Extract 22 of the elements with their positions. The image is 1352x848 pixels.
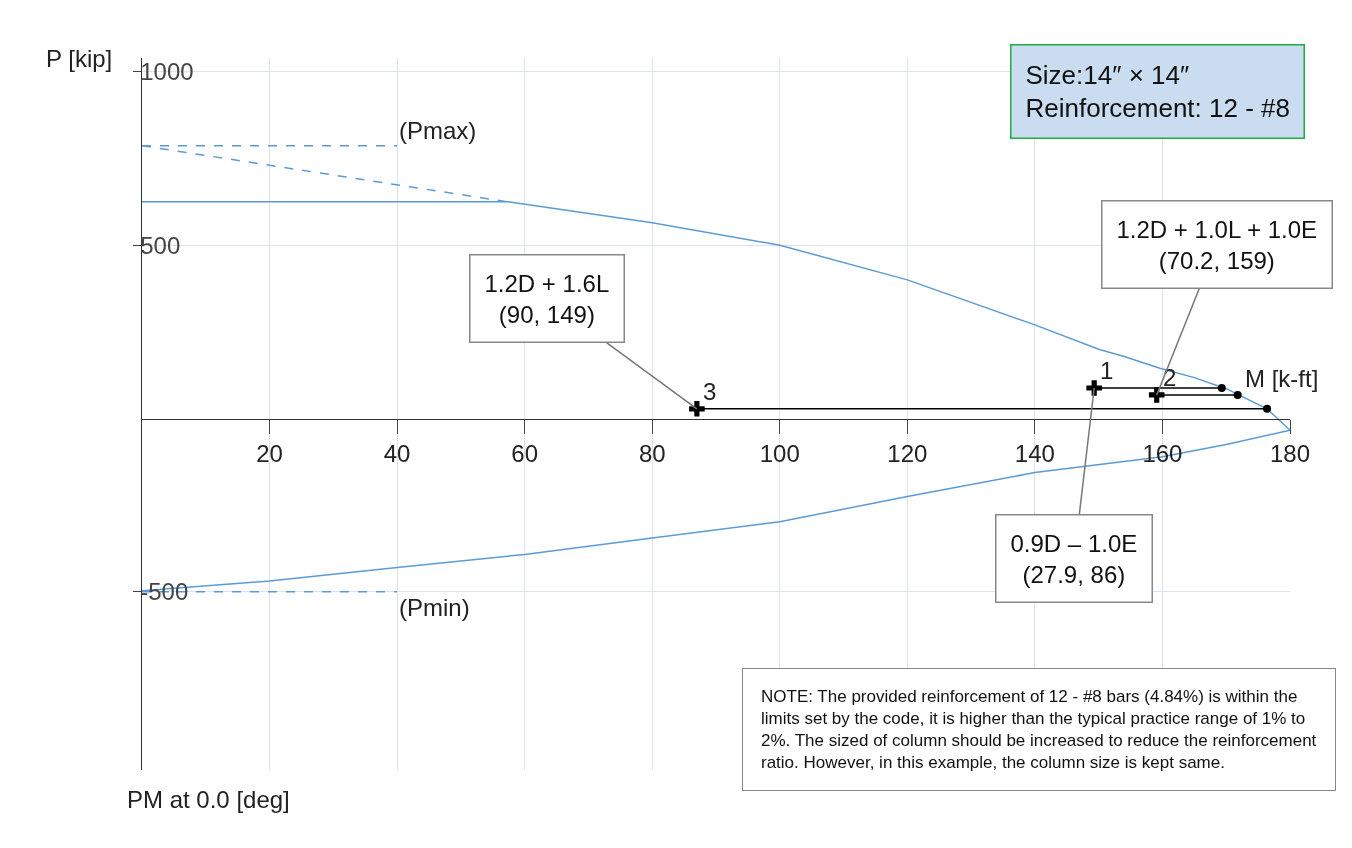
- annotation: 0.9D – 1.0E (27.9, 86): [1010, 529, 1138, 588]
- annotation: 1.2D + 1.0L + 1.0E (70.2, 159): [1116, 215, 1318, 274]
- annotation: 1: [1100, 357, 1114, 384]
- y-tick-label: 1000: [140, 58, 194, 86]
- annotation: 1.2D + 1.6L (90, 149): [484, 269, 610, 328]
- x-tick-label: 120: [887, 440, 928, 468]
- y-axis-title: P [kip]: [46, 45, 113, 72]
- x-tick-label: 60: [511, 440, 539, 468]
- annotation: 2: [1163, 364, 1177, 391]
- x-tick-label: 100: [759, 440, 800, 468]
- annotation: NOTE: The provided reinforcement of 12 - #8 bars (4.84%) is within the limits set by the code, it is higher than the typical practice range of 1% to 2%. The sized of column should be increased to reduce the reinforcement ratio. However, in this example, the column size is kept same.: [761, 687, 1317, 773]
- x-tick-label: 180: [1269, 440, 1311, 468]
- annotation: (Pmin): [399, 594, 470, 621]
- text: PM at 0.0 [deg]: [127, 786, 290, 813]
- x-tick-label: 40: [383, 440, 411, 468]
- annotation: Size:14″ × 14″ Reinforcement: 12 - #8: [1025, 59, 1290, 124]
- annotation: 3: [703, 378, 717, 405]
- x-tick-label: 80: [638, 440, 666, 468]
- annotation: (Pmax): [399, 117, 477, 144]
- x-axis-title: M [k-ft]: [1245, 365, 1319, 392]
- x-tick-label: 20: [256, 440, 283, 468]
- x-tick-label: 140: [1014, 440, 1055, 468]
